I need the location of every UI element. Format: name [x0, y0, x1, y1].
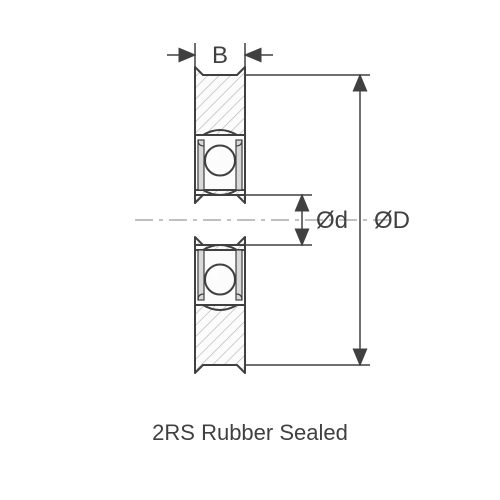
dim-label-d: Ød — [316, 207, 348, 234]
bearing-cross-section — [135, 67, 395, 373]
dim-label-D: ØD — [374, 207, 410, 234]
caption: 2RS Rubber Sealed — [0, 420, 500, 446]
dim-label-B: B — [212, 42, 228, 69]
bearing-diagram: B Ød ØD 2RS Rubber Sealed — [0, 0, 500, 500]
